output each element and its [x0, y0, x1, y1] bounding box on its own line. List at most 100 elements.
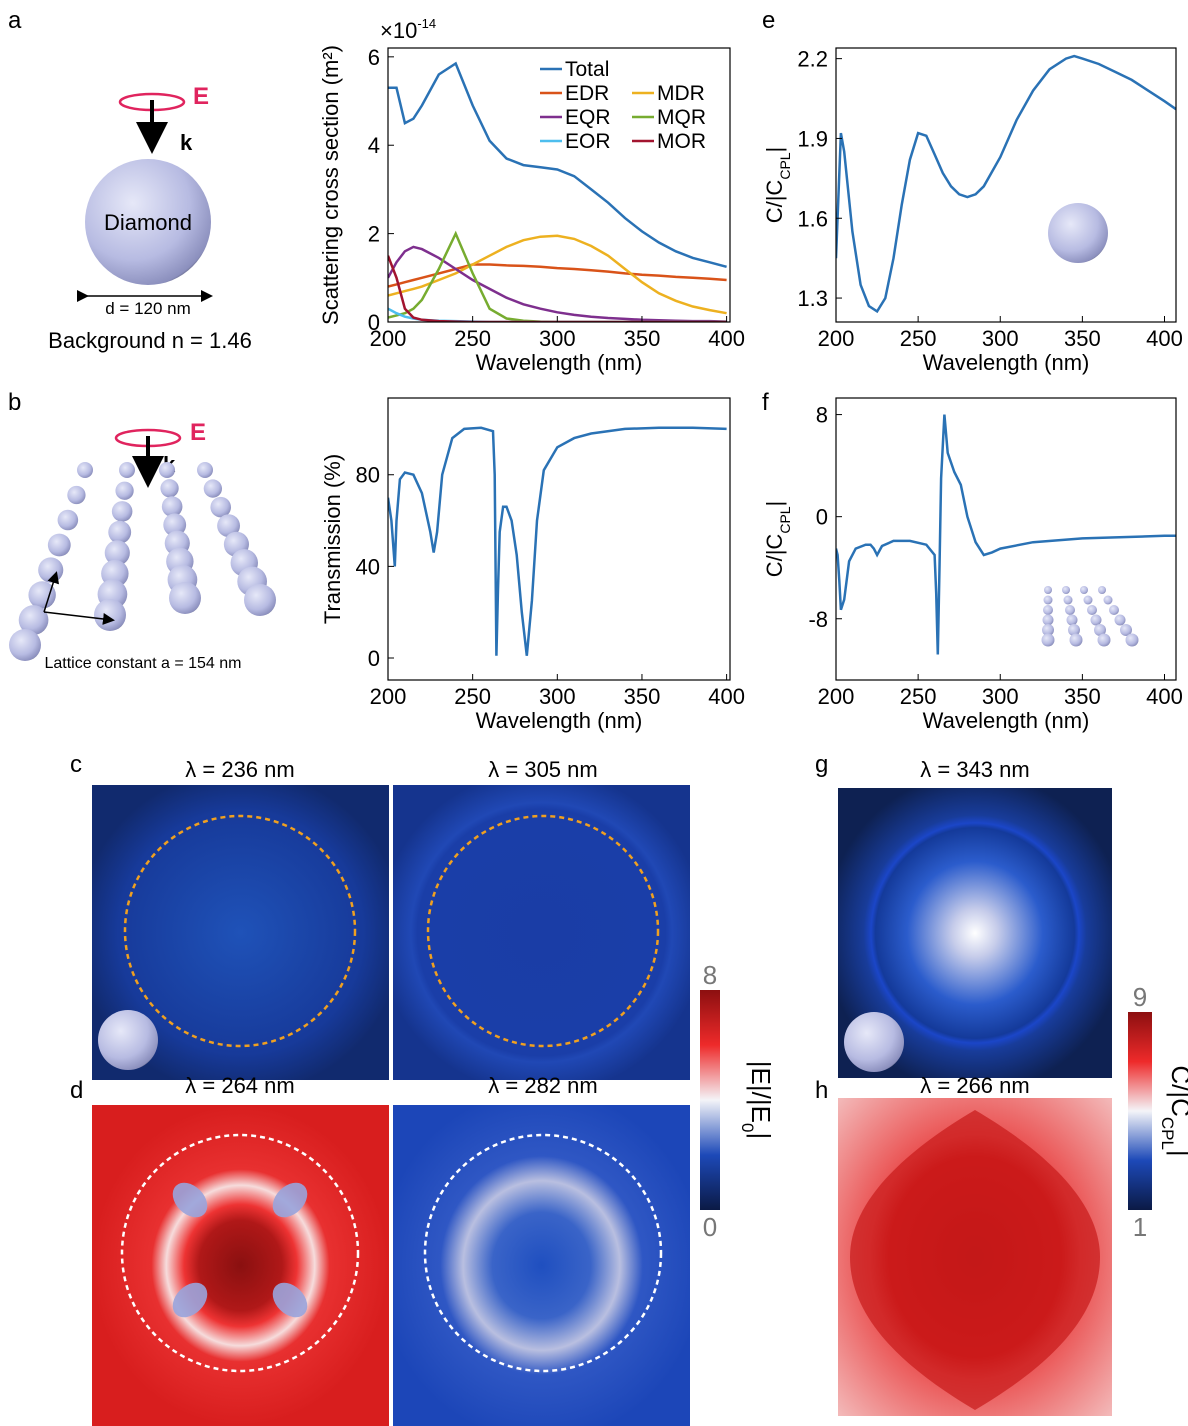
series-line: [388, 426, 727, 656]
inset-lattice-sphere: [1083, 595, 1093, 605]
series-line: [388, 255, 727, 322]
label-part: CPL: [777, 152, 793, 179]
particle-outline: [426, 814, 660, 1048]
x-tick-label: 400: [1146, 684, 1183, 709]
axis-label: C/|CCPL|: [1159, 1065, 1188, 1156]
axis-label: Wavelength (nm): [923, 708, 1090, 733]
map-title: λ = 305 nm: [488, 757, 597, 782]
arrow: [43, 611, 115, 625]
axis-label: |E|/|E0|: [739, 1061, 777, 1139]
inset-sphere: [844, 1012, 904, 1072]
y-tick-label: 80: [356, 463, 380, 488]
map-title: λ = 343 nm: [920, 757, 1029, 782]
inset-lattice-sphere: [1114, 614, 1126, 626]
lattice-sphere: [108, 520, 132, 544]
lattice-sphere: [104, 540, 130, 566]
plot-frame: [387, 397, 731, 681]
legend-label: MOR: [657, 130, 706, 153]
label-part: |: [762, 501, 787, 507]
series-line: [388, 234, 727, 315]
background-label: Background n = 1.46: [48, 328, 252, 353]
lattice-sphere: [159, 462, 175, 478]
plot-frame: [387, 47, 731, 323]
y-tick-label: 1.6: [797, 206, 828, 231]
y-tick-label: 40: [356, 554, 380, 579]
label-part: 0: [739, 1123, 758, 1132]
inset-lattice-sphere: [1090, 614, 1102, 626]
x-tick-label: 350: [624, 326, 661, 351]
label-part: C/|C: [762, 534, 787, 578]
axis-label: Wavelength (nm): [476, 708, 643, 733]
x-tick-label: 200: [818, 684, 855, 709]
inset-lattice-sphere: [1120, 624, 1132, 636]
inset-sphere: [1048, 203, 1108, 263]
series-line: [836, 54, 1176, 314]
series-line: [388, 245, 727, 322]
diameter-label: d = 120 nm: [105, 299, 191, 318]
lattice-sphere: [119, 462, 135, 478]
panel-label: c: [70, 751, 82, 778]
inset-lattice-sphere: [1041, 633, 1055, 647]
panel-label: e: [762, 7, 775, 34]
map-title: λ = 282 nm: [488, 1073, 597, 1098]
inset-lattice-sphere: [1042, 624, 1054, 636]
multiplier-base: ×10: [380, 18, 417, 43]
panel-label: d: [70, 1077, 83, 1104]
inset-lattice-sphere: [1044, 586, 1052, 594]
lattice-sphere: [38, 557, 64, 583]
axis-multiplier: ×10-14: [380, 16, 436, 43]
lattice-sphere: [163, 513, 187, 537]
axis-label: Scattering cross section (m²): [318, 45, 343, 325]
axis-label: C/|CCPL|: [762, 501, 793, 578]
inset-lattice-sphere: [1125, 633, 1139, 647]
inset-lattice-sphere: [1043, 605, 1053, 615]
lattice-sphere: [217, 514, 240, 538]
map-title: λ = 236 nm: [185, 757, 294, 782]
inset-lattice-sphere: [1062, 586, 1070, 594]
lattice-sphere: [111, 501, 133, 522]
inset-lattice-sphere: [1066, 614, 1078, 626]
x-tick-label: 300: [982, 684, 1019, 709]
inset-lattice-sphere: [1103, 595, 1113, 605]
particle-label: Diamond: [104, 210, 192, 235]
lattice-sphere: [203, 479, 223, 498]
x-tick-label: 250: [454, 684, 491, 709]
legend-label: EDR: [565, 82, 609, 105]
label-part: C/|C: [762, 180, 787, 224]
lattice-sphere: [57, 509, 79, 531]
lattice-sphere: [9, 629, 41, 661]
colorbar: [700, 990, 720, 1210]
lattice-sphere: [67, 485, 86, 505]
x-tick-label: 300: [982, 326, 1019, 351]
label-part: |: [746, 1132, 776, 1139]
wavevector-label: k: [180, 130, 193, 155]
lattice-sphere: [160, 479, 179, 498]
x-tick-label: 400: [708, 684, 745, 709]
label-part: CPL: [1159, 1117, 1178, 1150]
y-tick-label: 6: [368, 45, 380, 70]
series-line: [388, 61, 727, 269]
arrow: [43, 571, 60, 613]
heatmap: [92, 1105, 389, 1426]
series-line: [388, 263, 727, 288]
lattice-sphere: [161, 496, 183, 517]
lattice-sphere: [210, 496, 231, 518]
axis-label: Transmission (%): [320, 454, 345, 624]
series-line: [836, 414, 1176, 655]
legend-label: EQR: [565, 106, 611, 129]
lattice-label: Lattice constant a = 154 nm: [44, 655, 241, 672]
panel-label: b: [8, 389, 21, 416]
lattice-sphere: [169, 582, 201, 614]
x-tick-label: 400: [708, 326, 745, 351]
particle-outline: [423, 1133, 663, 1373]
y-tick-label: -8: [808, 607, 828, 632]
lattice-sphere: [94, 599, 126, 631]
colorbar-tick-label: 0: [703, 1212, 717, 1242]
x-tick-label: 350: [1064, 684, 1101, 709]
diagram-lattice: E k: [9, 419, 276, 661]
legend-label: EOR: [565, 130, 611, 153]
lattice-sphere: [47, 533, 71, 557]
panel-label: a: [8, 7, 22, 34]
